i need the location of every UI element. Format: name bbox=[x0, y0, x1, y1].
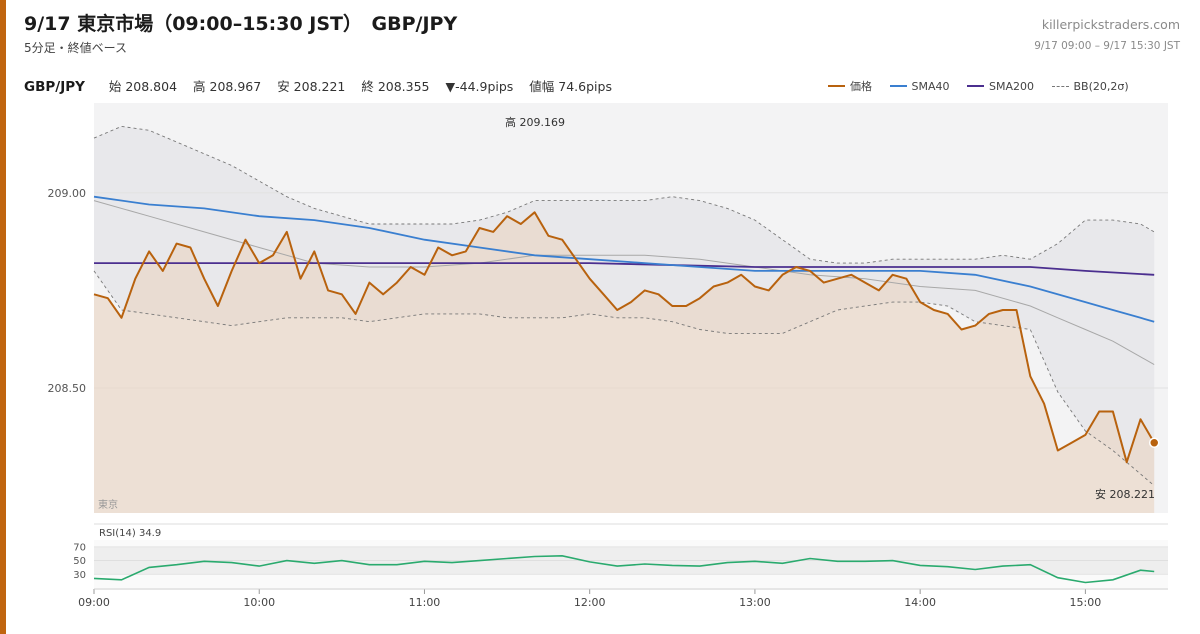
chart-legend: 価格 SMA40 SMA200 BB(20,2σ) bbox=[828, 77, 1143, 94]
rsi-label: RSI(14) 34.9 bbox=[99, 528, 161, 539]
rsi-tick-label: 30 bbox=[73, 570, 86, 581]
legend-item-sma40[interactable]: SMA40 bbox=[889, 79, 950, 93]
legend-swatch bbox=[889, 85, 907, 87]
x-tick-label: 14:00 bbox=[904, 596, 936, 609]
pair-label: GBP/JPY bbox=[24, 79, 85, 95]
stats-bar: GBP/JPY 始 208.804 高 208.967 安 208.221 終 … bbox=[24, 76, 624, 95]
x-tick-label: 10:00 bbox=[243, 596, 275, 609]
legend-item-price[interactable]: 価格 bbox=[828, 78, 872, 94]
open-value: 始 208.804 bbox=[108, 79, 178, 94]
rsi-line bbox=[93, 554, 1155, 584]
x-tick-label: 13:00 bbox=[739, 596, 771, 609]
page-subtitle: 5分足・終値ベース bbox=[24, 41, 128, 55]
high-value: 高 208.967 bbox=[193, 79, 262, 94]
close-value: 終 208.355 bbox=[361, 79, 430, 94]
x-tick-label: 12:00 bbox=[574, 596, 606, 609]
site-name: killerpickstraders.com bbox=[1041, 17, 1180, 32]
legend-label: SMA40 bbox=[911, 79, 950, 93]
low-annotation: 安 208.221 bbox=[1095, 487, 1155, 501]
date-range: 9/17 09:00 – 9/17 15:30 JST bbox=[1034, 40, 1180, 52]
low-value: 安 208.221 bbox=[277, 79, 346, 94]
legend-label: BB(20,2σ) bbox=[1073, 80, 1129, 93]
session-label: 東京 bbox=[98, 498, 118, 511]
high-annotation: 高 209.169 bbox=[505, 115, 565, 129]
bb-lower-line bbox=[93, 270, 1155, 487]
legend-item-sma200[interactable]: SMA200 bbox=[967, 80, 1034, 93]
x-tick-label: 11:00 bbox=[409, 596, 441, 609]
legend-swatch bbox=[1051, 86, 1069, 87]
price-area-fill bbox=[94, 212, 1155, 514]
rsi-tick-label: 70 bbox=[73, 542, 86, 553]
x-tick-label: 09:00 bbox=[78, 596, 110, 609]
bb-upper-line bbox=[93, 125, 1155, 264]
y-tick-label: 208.50 bbox=[48, 382, 87, 395]
legend-label: SMA200 bbox=[989, 79, 1034, 93]
sma200-line bbox=[94, 262, 1155, 276]
legend-label: 価格 bbox=[850, 80, 872, 93]
last-price-dot bbox=[1148, 437, 1160, 448]
price-line bbox=[93, 211, 1156, 464]
x-tick-label: 15:00 bbox=[1070, 596, 1102, 609]
accent-bar bbox=[0, 0, 6, 634]
legend-swatch bbox=[967, 85, 984, 87]
range-width-value: 値幅 74.6pips bbox=[529, 79, 612, 94]
legend-swatch bbox=[828, 85, 845, 87]
rsi-tick-label: 50 bbox=[73, 556, 86, 567]
legend-item-bb[interactable]: BB(20,2σ) bbox=[1051, 80, 1129, 93]
change-value: ▼-44.9pips bbox=[445, 79, 514, 94]
sma40-line bbox=[93, 195, 1155, 323]
bb-middle-line bbox=[93, 200, 1155, 366]
page-title: 9/17 東京市場（09:00–15:30 JST） GBP/JPY bbox=[24, 13, 458, 35]
y-tick-label: 209.00 bbox=[48, 187, 87, 200]
